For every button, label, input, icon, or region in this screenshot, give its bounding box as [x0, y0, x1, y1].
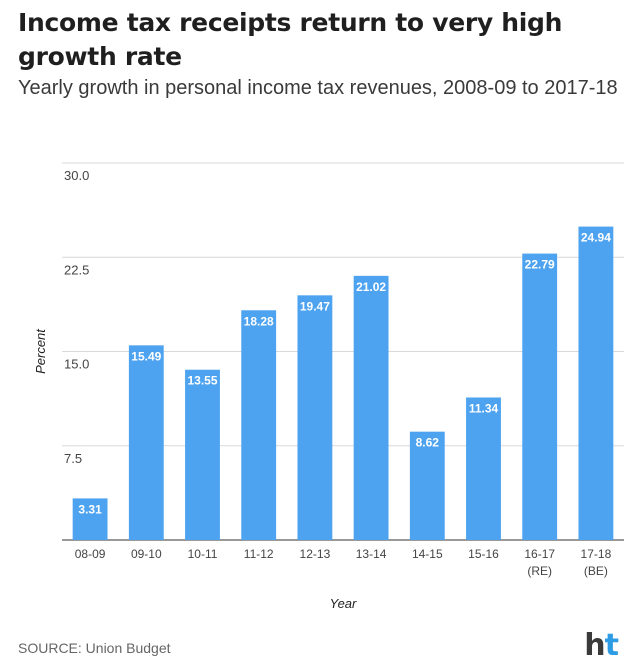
bar-value-label: 18.28 — [244, 314, 274, 328]
y-tick-label: 7.5 — [64, 451, 82, 466]
bar — [128, 345, 164, 540]
x-axis-title: Year — [330, 596, 357, 611]
bar-value-label: 13.55 — [187, 374, 217, 388]
bar-value-label: 3.31 — [78, 502, 102, 516]
x-tick-label: 11-12 — [244, 547, 274, 561]
bar — [522, 253, 558, 541]
x-tick-label: 16-17 — [524, 547, 555, 561]
bar — [466, 397, 501, 540]
bar-value-label: 15.49 — [131, 349, 161, 363]
x-tick-label: 09-10 — [131, 547, 162, 561]
bar-value-label: 11.34 — [469, 401, 499, 415]
y-tick-label: 15.0 — [64, 357, 89, 372]
y-tick-label: 22.5 — [64, 262, 89, 277]
x-tick-label: (BE) — [584, 564, 608, 578]
x-tick-label: 15-16 — [468, 547, 499, 561]
bar-value-label: 24.94 — [581, 231, 611, 245]
bar-value-label: 21.02 — [356, 280, 386, 294]
bar-value-label: 8.62 — [416, 436, 440, 450]
ht-logo: ht — [584, 628, 619, 663]
bar-value-label: 19.47 — [300, 299, 330, 313]
y-axis-title: Percent — [33, 328, 48, 374]
bar — [241, 310, 277, 540]
x-tick-label: 17-18 — [581, 547, 612, 561]
chart-title: Income tax receipts return to very high … — [18, 8, 563, 71]
bar — [185, 369, 220, 540]
bar-value-label: 22.79 — [525, 258, 555, 272]
bar — [297, 295, 333, 540]
y-tick-label: 30.0 — [64, 168, 89, 183]
bar — [353, 275, 389, 540]
x-tick-label: 10-11 — [188, 547, 218, 561]
x-tick-label: 08-09 — [75, 547, 106, 561]
source-note: SOURCE: Union Budget — [18, 640, 171, 656]
x-tick-label: 14-15 — [412, 547, 443, 561]
x-tick-label: 13-14 — [356, 547, 387, 561]
x-tick-label: 12-13 — [300, 547, 331, 561]
x-tick-label: (RE) — [527, 564, 552, 578]
bar — [72, 498, 108, 540]
bar — [409, 431, 445, 540]
bar-chart: 7.5 15.0 22.5 30.0 3.31 08-09 15.49 09-10 13.55 1… — [33, 162, 624, 611]
chart-subtitle: Yearly growth in personal income tax rev… — [18, 77, 618, 99]
bar — [578, 226, 614, 540]
